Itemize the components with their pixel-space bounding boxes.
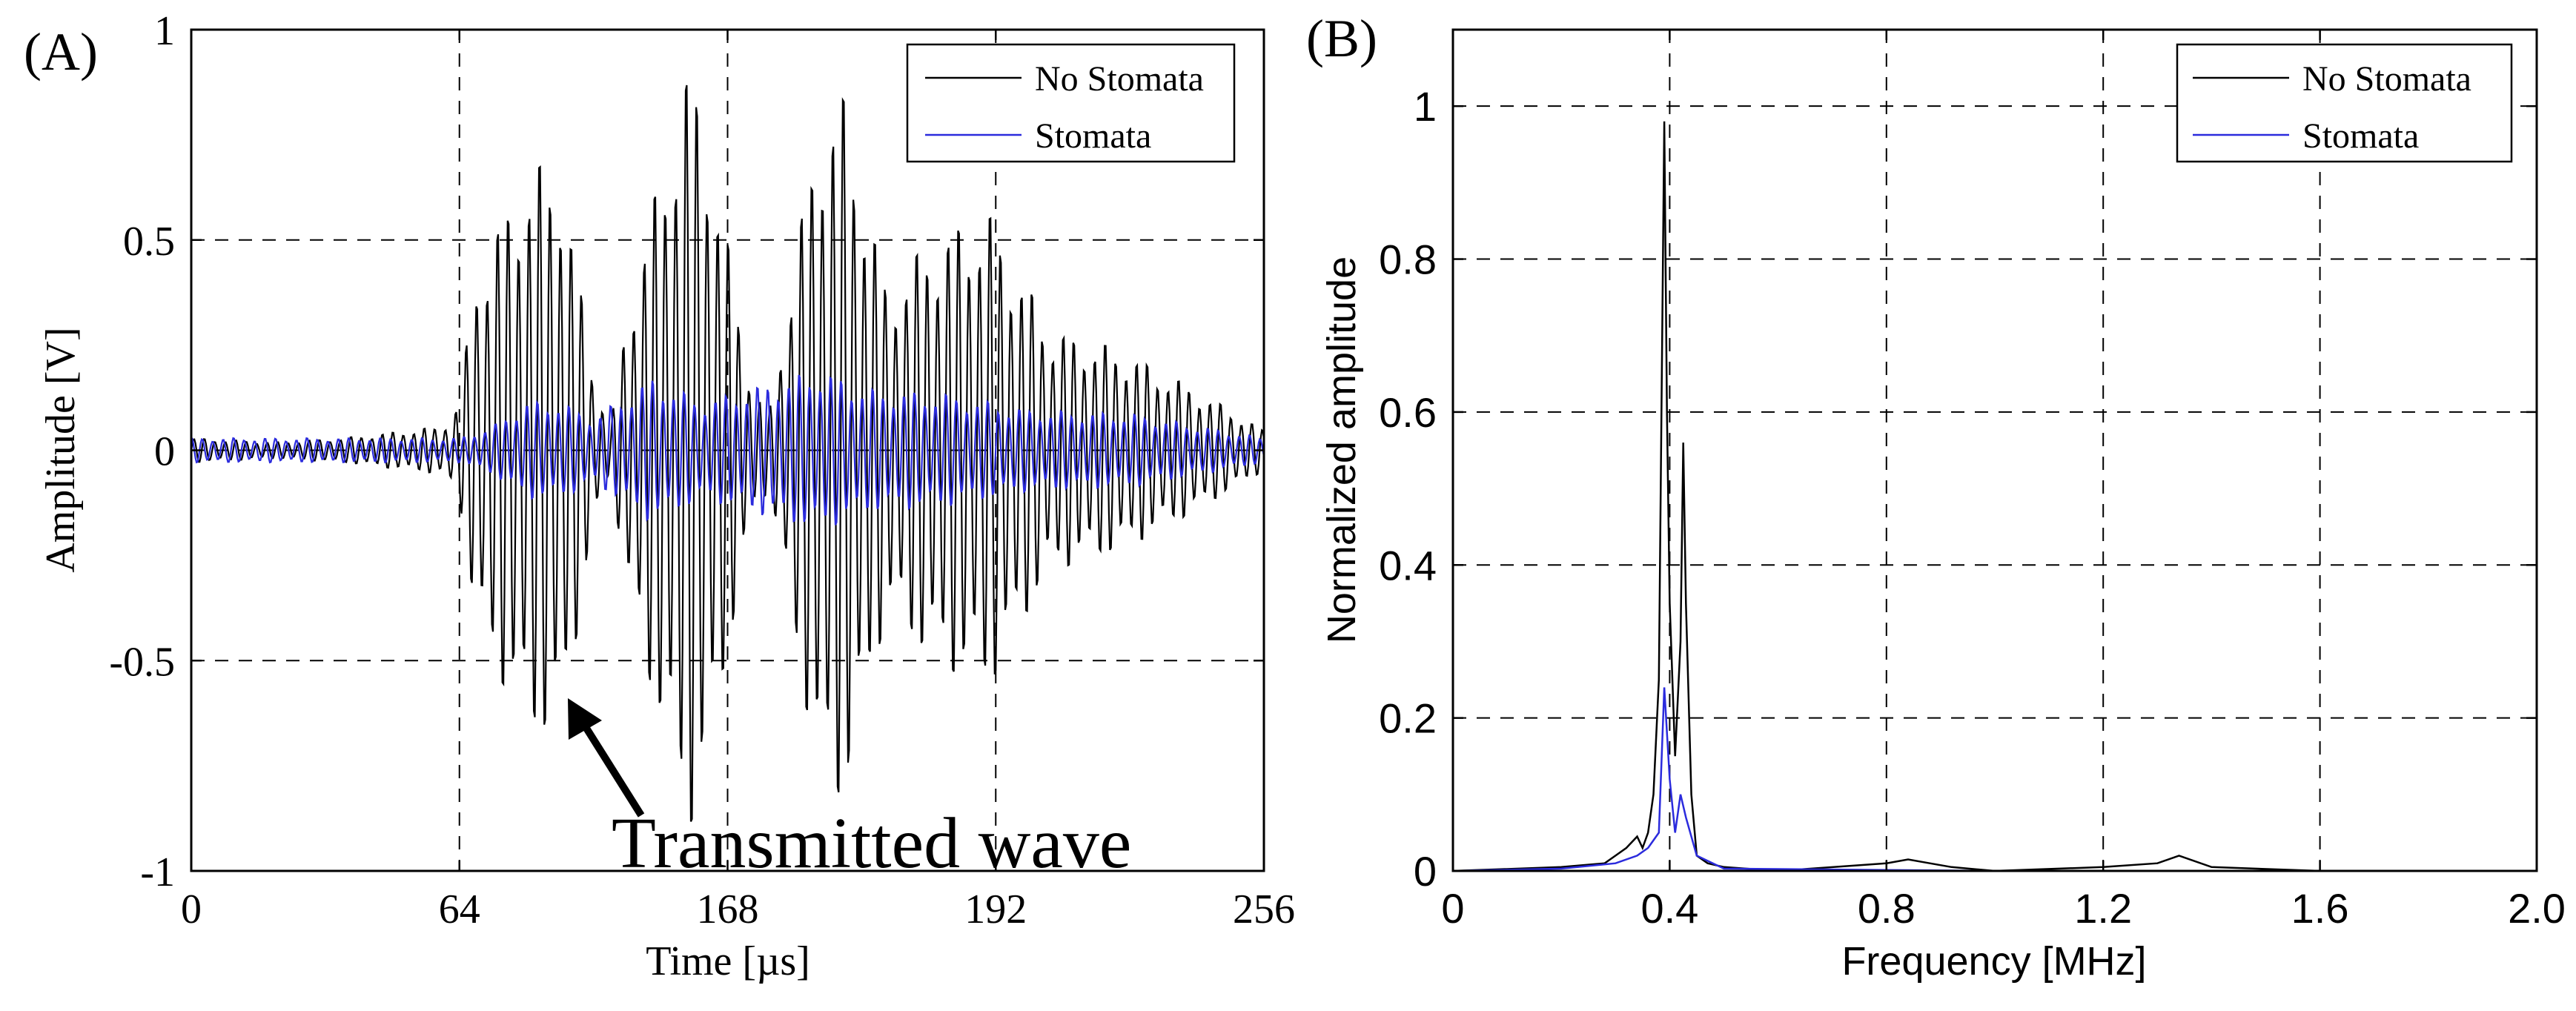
panel-a-legend-label-no-stomata: No Stomata <box>1035 59 1204 99</box>
panel-b-y-tick-label: 0.8 <box>1379 236 1437 283</box>
panel-a-x-tick-label: 168 <box>697 886 759 932</box>
panel-b-legend-label-no-stomata: No Stomata <box>2302 59 2471 99</box>
panel-b-x-tick-label: 0.4 <box>1640 885 1698 932</box>
annotation-text: Transmitted wave <box>612 803 1131 884</box>
panel-b-y-tick-label: 1 <box>1414 83 1437 130</box>
panel-b-label: (B) <box>1306 9 1377 68</box>
panel-a-series-stomata <box>191 374 1265 526</box>
annotation-arrow-head <box>568 698 602 740</box>
panel-b-series-stomata <box>1452 687 2537 872</box>
panel-b-y-tick-label: 0.4 <box>1379 542 1437 589</box>
panel-b-y-tick-label: 0.2 <box>1379 695 1437 742</box>
panel-a-legend-label-stomata: Stomata <box>1035 116 1151 156</box>
panel-b-x-axis-label: Frequency [MHz] <box>1841 939 2146 984</box>
panel-a-y-tick-label: 0.5 <box>123 219 175 265</box>
panel-b-x-tick-label: 0 <box>1441 885 1464 932</box>
annotation-arrow-shaft <box>580 721 645 818</box>
panel-b-x-tick-label: 2.0 <box>2508 885 2566 932</box>
panel-a-y-tick-label: -0.5 <box>109 639 175 685</box>
panel-a-y-tick-label: 1 <box>154 8 175 54</box>
panel-a-y-tick-label: 0 <box>154 429 175 475</box>
panel-a-x-tick-label: 192 <box>964 886 1027 932</box>
panel-b: (B) 0 0.4 0.8 1.2 1.6 2.0 0 0.2 0.4 0.6 0.8 1 Frequ… <box>1306 9 2566 984</box>
panel-b-axes-frame <box>1451 28 2538 872</box>
annotation-transmitted-wave: Transmitted wave <box>568 698 1131 884</box>
panel-b-series-no-stomata <box>1452 121 2537 872</box>
panel-b-legend-box <box>2176 43 2513 163</box>
panel-a-x-axis-label: Time [µs] <box>646 938 810 984</box>
panel-b-y-axis-label: Normalized amplitude <box>1320 256 1364 643</box>
panel-b-y-tick-label: 0.6 <box>1379 389 1437 436</box>
panel-a-x-tick-label: 64 <box>439 886 480 932</box>
panel-b-ticks: 0 0.4 0.8 1.2 1.6 2.0 0 0.2 0.4 0.6 0.8 1 <box>1379 30 2566 932</box>
panel-a-x-tick-label: 256 <box>1233 886 1295 932</box>
panel-a-plot-area <box>190 84 1265 822</box>
panel-b-x-tick-label: 0.8 <box>1858 885 1916 932</box>
panel-b-plot-area <box>1452 121 2537 872</box>
panel-b-legend-label-stomata: Stomata <box>2302 116 2419 156</box>
panel-b-x-tick-label: 1.6 <box>2291 885 2349 932</box>
panel-a-ticks: 0 64 168 192 256 -1 -0.5 0 0.5 1 <box>109 8 1295 932</box>
panel-a-series-no-stomata <box>190 84 1265 822</box>
panel-a-y-tick-label: -1 <box>140 849 175 895</box>
panel-a-legend-box <box>906 43 1236 163</box>
panel-a-axes-frame <box>190 28 1265 872</box>
panel-a: (A) 0 64 168 192 256 -1 -0.5 0 0.5 1 Time [µs] Am… <box>24 8 1295 984</box>
panel-b-y-tick-label: 0 <box>1414 848 1437 895</box>
panel-b-legend: No Stomata Stomata <box>2176 43 2513 163</box>
panel-a-y-axis-label: Amplitude [V] <box>38 327 84 572</box>
panel-a-legend: No Stomata Stomata <box>906 43 1236 163</box>
panel-a-x-tick-label: 0 <box>181 886 202 932</box>
panel-a-label: (A) <box>24 22 98 82</box>
panel-b-x-tick-label: 1.2 <box>2074 885 2132 932</box>
